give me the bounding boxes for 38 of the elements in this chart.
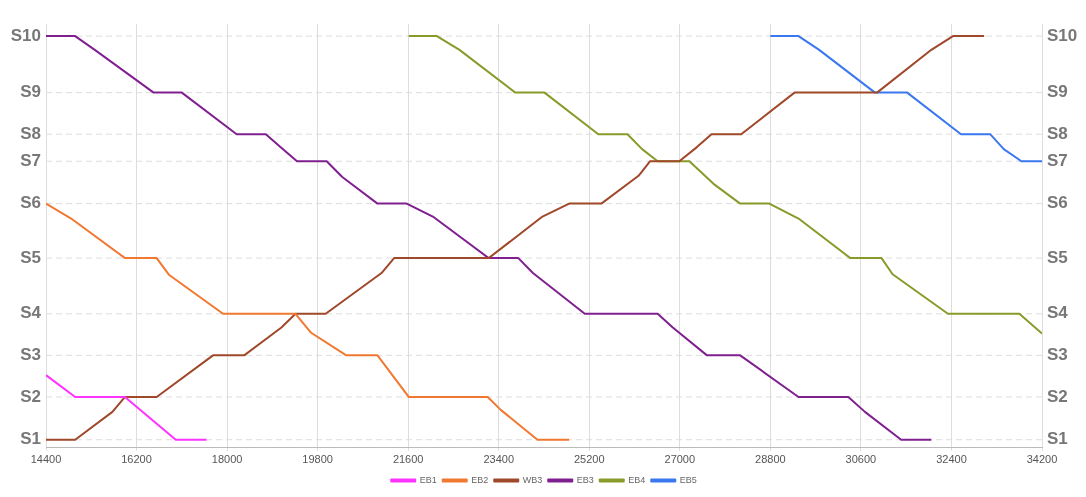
text: S9 — [1047, 82, 1068, 102]
text: S4 — [1047, 303, 1068, 323]
ref-line-label: S9 — [20, 82, 41, 102]
ref-line-label: S3 — [20, 345, 41, 365]
x-tick-label: 25200 — [573, 453, 605, 466]
text: S8 — [1047, 123, 1068, 143]
x-tick-label: 27000 — [664, 453, 696, 466]
text: S1 — [1047, 429, 1068, 449]
ref-line-label: S6 — [20, 193, 41, 213]
x-tick-label: 21600 — [392, 453, 424, 466]
legend-label: EB5 — [679, 474, 697, 485]
text: S10 — [1047, 25, 1078, 45]
legend-label: EB1 — [419, 474, 437, 485]
x-tick-label: 19800 — [302, 453, 333, 466]
x-tick-label: 23400 — [483, 453, 515, 466]
legend-label: EB4 — [628, 474, 646, 485]
legend-label: EB2 — [471, 474, 489, 485]
text: S2 — [1047, 386, 1068, 406]
ref-line-label: S4 — [20, 303, 42, 323]
text: S3 — [1047, 345, 1068, 365]
x-tick-label: 30600 — [845, 453, 877, 466]
x-tick-label: 34200 — [1026, 453, 1058, 466]
x-tick-label: 18000 — [211, 453, 243, 466]
ref-line-label: S7 — [20, 150, 41, 170]
x-tick-label: 16200 — [121, 453, 152, 466]
ref-line-label: S8 — [20, 123, 41, 143]
text: S5 — [1047, 247, 1068, 267]
text: S6 — [1047, 193, 1068, 213]
ref-line-label: S5 — [20, 247, 41, 267]
ref-line-label: S10 — [10, 25, 41, 45]
legend-label: EB3 — [576, 474, 594, 485]
text: S7 — [1047, 150, 1068, 170]
ref-line-label: S1 — [20, 429, 41, 449]
ref-line-label: S2 — [20, 386, 41, 406]
x-tick-label: 14400 — [30, 453, 62, 466]
legend-label: WB3 — [522, 474, 543, 485]
x-tick-label: 32400 — [936, 453, 967, 466]
x-tick-label: 28800 — [755, 453, 786, 466]
